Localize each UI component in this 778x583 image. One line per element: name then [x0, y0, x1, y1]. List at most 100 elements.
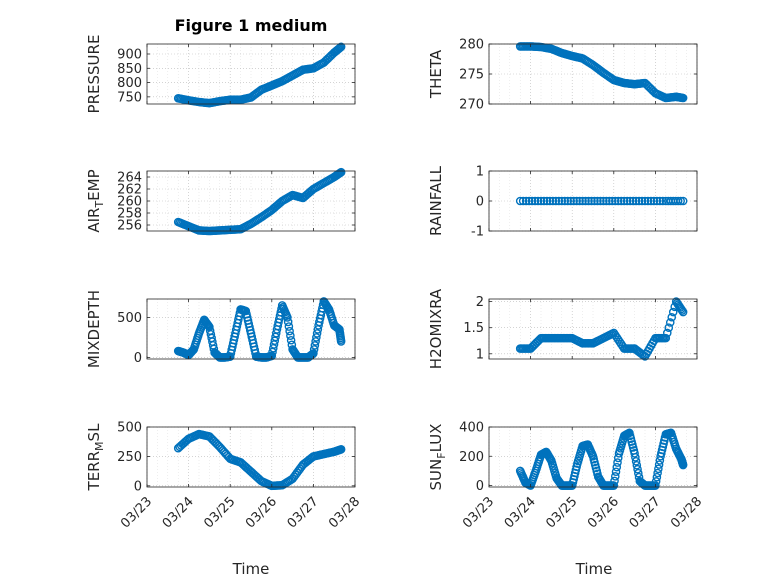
subplot-rainfall: -1 0 1 RAINFALL [427, 165, 698, 240]
mixdepth-point [283, 317, 293, 327]
sun-flux-point [610, 472, 620, 481]
mixdepth-point [312, 329, 322, 338]
pressure-ytick-label: 850 [117, 62, 142, 77]
rainfall-series [515, 196, 688, 206]
rainfall-point [533, 196, 543, 206]
sun-flux-ylabel: SUNFLUX [427, 424, 448, 491]
mixdepth-axes-box [146, 298, 356, 360]
terr-msl-xtick-label: 03/27 [285, 494, 322, 531]
rainfall-point [554, 196, 564, 206]
rainfall-point [602, 196, 611, 206]
sun-flux-point [611, 467, 621, 477]
rainfall-point [649, 196, 659, 206]
h2omixra-point [668, 307, 678, 317]
h2omixra-ylabel: H2OMIXRA [427, 288, 445, 369]
h2omixra-point [661, 333, 671, 343]
sun-flux-point [651, 481, 660, 490]
rainfall-point [539, 196, 549, 206]
h2omixra-point [662, 328, 672, 338]
rainfall-point [551, 196, 561, 206]
mixdepth-point [310, 341, 320, 350]
sun-flux-xtick-label: 03/25 [543, 494, 580, 531]
rainfall-point [518, 196, 528, 206]
sun-flux-point [654, 464, 663, 474]
air-temp-ytick-label: 256 [117, 219, 142, 234]
rainfall-point [524, 196, 534, 206]
terr-msl-ytick-label: 250 [117, 450, 142, 465]
terr-msl-xtick-label: 03/24 [160, 494, 197, 531]
sun-flux-ytick-label: 400 [459, 421, 484, 436]
rainfall-point [608, 196, 617, 206]
sun-flux-point [652, 472, 662, 482]
figure-title: Figure 1 medium [175, 16, 328, 35]
rainfall-point [678, 196, 688, 206]
h2omixra-axes-box [488, 298, 698, 360]
rainfall-point [628, 196, 638, 206]
sun-flux-point [630, 449, 639, 458]
rainfall-point [599, 196, 608, 206]
terr-msl-ytick-label: 500 [117, 421, 142, 436]
rainfall-point [545, 196, 555, 206]
rainfall-point [548, 196, 558, 206]
rainfall-point [560, 196, 570, 206]
sun-flux-xtick-label: 03/24 [502, 494, 539, 531]
pressure-ytick-label: 750 [117, 90, 142, 105]
sun-flux-point [612, 462, 622, 472]
rainfall-point [542, 196, 552, 206]
rainfall-point [590, 196, 599, 206]
pressure-ylabel: PRESSURE [85, 35, 103, 114]
rainfall-ytick-label: 0 [476, 195, 484, 210]
terr-msl-xtick-label: 03/23 [118, 494, 155, 531]
pressure-series [173, 42, 346, 108]
rainfall-point [536, 196, 546, 206]
subplot-sun-flux: 0 200 400 03/23 03/24 03/25 03/26 03/27 03/28 SUN… [427, 421, 705, 532]
h2omixra-point [665, 318, 675, 327]
sun-flux-point [651, 477, 661, 486]
rainfall-point [521, 196, 531, 206]
rainfall-ytick-label: -1 [471, 225, 484, 240]
rainfall-ylabel: RAINFALL [427, 165, 445, 236]
rainfall-point [596, 196, 605, 206]
mixdepth-point [336, 337, 346, 346]
mixdepth-point [286, 335, 296, 345]
air-temp-series [173, 167, 346, 236]
sun-flux-series [515, 428, 688, 490]
h2omixra-point [678, 307, 688, 317]
sun-flux-point [633, 464, 642, 474]
rainfall-point [563, 196, 573, 206]
terr-msl-point [336, 445, 346, 454]
h2omixra-series [515, 297, 688, 361]
rainfall-point [646, 196, 656, 206]
subplot-h2omixra: 1 1.5 2 H2OMIXRA [427, 288, 698, 369]
theta-ytick-label: 280 [459, 38, 484, 53]
terr-msl-xtick-label: 03/26 [243, 494, 280, 531]
h2omixra-ytick-label: 2 [476, 295, 484, 310]
sun-flux-point [610, 476, 619, 486]
mixdepth-ytick-label: 500 [117, 311, 142, 326]
sun-flux-point [613, 458, 622, 467]
pressure-point [336, 42, 346, 52]
rainfall-point [605, 196, 614, 206]
rainfall-point [527, 196, 537, 206]
rainfall-point [557, 196, 567, 206]
rainfall-point [619, 196, 629, 206]
rainfall-point [658, 196, 668, 206]
h2omixra-ytick-label: 1 [476, 347, 484, 362]
pressure-point [334, 44, 344, 53]
mixdepth-point [283, 313, 292, 322]
rainfall-point [634, 196, 644, 206]
sun-flux-xtick-label: 03/26 [585, 494, 622, 531]
rainfall-point [575, 196, 584, 206]
rainfall-point [572, 196, 581, 206]
mixdepth-point [285, 326, 294, 336]
h2omixra-point [664, 323, 674, 332]
mixdepth-point [312, 333, 321, 342]
terr-msl-ylabel: TERRMSL [85, 423, 106, 492]
terr-msl-xtick-label: 03/28 [326, 494, 363, 531]
rainfall-point [676, 196, 685, 206]
sun-flux-point [609, 481, 619, 490]
theta-point [678, 93, 688, 103]
